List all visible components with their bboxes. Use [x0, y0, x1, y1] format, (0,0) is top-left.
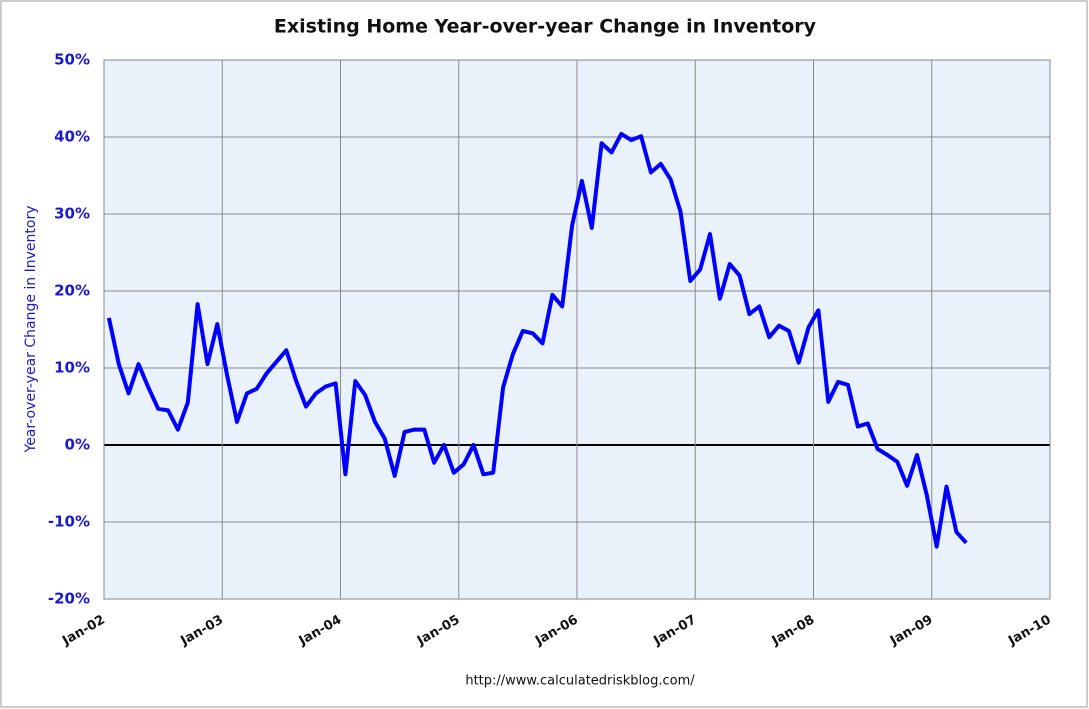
source: http://www.calculatedriskblog.com/	[465, 674, 695, 689]
chart-title: Existing Home Year-over-year Change in I…	[274, 16, 817, 38]
y-tick-label: -20%	[48, 590, 90, 608]
y-tick-label: 20%	[54, 282, 90, 300]
y-tick-label: 30%	[54, 205, 90, 223]
y-tick-label: 50%	[54, 51, 90, 69]
y-axis-label: Year-over-year Change in Inventory	[23, 205, 39, 453]
y-tick-label: 0%	[65, 436, 90, 454]
y-tick-label: -10%	[48, 513, 90, 531]
y-tick-label: 10%	[54, 359, 90, 377]
y-tick-label: 40%	[54, 128, 90, 146]
data-line	[106, 131, 968, 549]
